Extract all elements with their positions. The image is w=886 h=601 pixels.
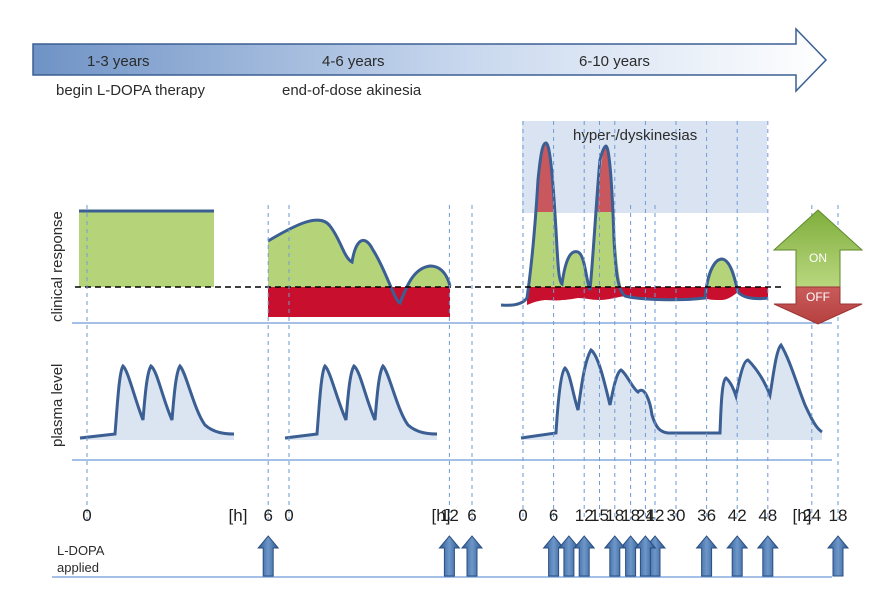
tick-label-p1-6: 6 — [263, 506, 272, 525]
dose-arrow-p3-12h — [573, 535, 596, 577]
tick-label-p2-6: 6 — [467, 506, 476, 525]
dose-arrow-p2-6h — [460, 535, 484, 577]
tick-label-p3-6: 6 — [549, 506, 558, 525]
plasma-level-label: plasma level — [49, 364, 66, 447]
phase-period-1: 1-3 years — [87, 53, 150, 70]
panel3-response-curve — [500, 141, 769, 307]
panel2-plasma-curve — [284, 363, 438, 440]
ldopa-applied-label-line1: L-DOPA — [57, 543, 105, 558]
tick-label-p3-18: 18 — [605, 506, 624, 525]
tick-label-p3-42: 42 — [728, 506, 747, 525]
panel3-plasma-fill — [521, 345, 822, 440]
dose-arrow-p1-18h — [619, 535, 642, 577]
dose-arrow-p3-24h — [634, 535, 657, 577]
tick-label-p1-12: 12 — [440, 506, 459, 525]
dose-arrow-p3-9h — [557, 535, 580, 577]
dose-arrow-p1-12h — [438, 535, 461, 577]
tick-label-p3-24: 24 — [636, 506, 655, 525]
phase-caption-1: begin L-DOPA therapy — [56, 82, 205, 99]
tick-label-p3-48: 48 — [758, 506, 777, 525]
panel2-on-area — [268, 220, 450, 287]
dyskinesia-band — [522, 121, 767, 213]
on-arrow — [772, 209, 864, 288]
dose-arrows — [257, 535, 850, 577]
on-label: ON — [809, 251, 827, 265]
panel2-plasma — [284, 363, 438, 440]
tick-label-p3-30: 30 — [667, 506, 686, 525]
time-axis-labels: 06121824[h]06121824[h]061215182430364248… — [82, 506, 848, 525]
tick-label-p2-12: 12 — [646, 506, 665, 525]
panel2-response — [267, 218, 452, 317]
timeline-arrow — [32, 27, 828, 93]
time-guides — [86, 121, 839, 520]
panel1-plasma-fill — [80, 366, 234, 440]
unit-label-p3: [h] — [793, 506, 812, 525]
tick-label-p2-18: 18 — [829, 506, 848, 525]
dose-arrow-p3-18h — [603, 535, 626, 577]
dose-arrow-p3-48h — [756, 535, 779, 577]
phase-period-2: 4-6 years — [322, 53, 385, 70]
dose-arrow-p3-36h — [695, 535, 718, 577]
off-arrow — [773, 286, 863, 325]
unit-label-p2: [h] — [432, 506, 451, 525]
phase-period-3: 6-10 years — [579, 53, 650, 70]
panel2-response-curve — [267, 218, 452, 306]
panel3-on-area — [527, 212, 768, 287]
panel3-response — [500, 141, 769, 307]
dose-arrow-p2-18h — [826, 535, 850, 577]
tick-label-p1-0: 0 — [82, 506, 91, 525]
panel2-off-area — [268, 287, 450, 317]
clinical-response-label: clinical response — [49, 211, 66, 322]
panel1-on-area — [79, 211, 214, 287]
phase-caption-2: end-of-dose akinesia — [282, 82, 422, 99]
tick-label-p1-24: 24 — [802, 506, 821, 525]
panel1-plasma — [79, 363, 235, 440]
dose-arrow-p1-6h — [257, 535, 280, 577]
tick-label-p3-0: 0 — [518, 506, 527, 525]
tick-label-p3-36: 36 — [697, 506, 716, 525]
dyskinesia-label: hyper-/dyskinesias — [573, 127, 697, 144]
unit-label-p1: [h] — [229, 506, 248, 525]
panel3-plasma-curve — [520, 342, 823, 440]
tick-label-p1-18: 18 — [621, 506, 640, 525]
panel3-off-area — [527, 287, 768, 305]
panel1-plasma-curve — [79, 363, 235, 440]
panel3-plasma — [520, 342, 823, 440]
panel2-plasma-fill — [285, 366, 437, 440]
off-label: OFF — [806, 290, 830, 304]
dose-arrow-p3-6h — [542, 535, 565, 577]
tick-label-p3-12: 12 — [575, 506, 594, 525]
ldopa-applied-label-line2: applied — [57, 560, 99, 575]
tick-label-p2-0: 0 — [284, 506, 293, 525]
tick-label-p3-15: 15 — [590, 506, 609, 525]
dose-arrow-p3-42h — [726, 535, 749, 577]
